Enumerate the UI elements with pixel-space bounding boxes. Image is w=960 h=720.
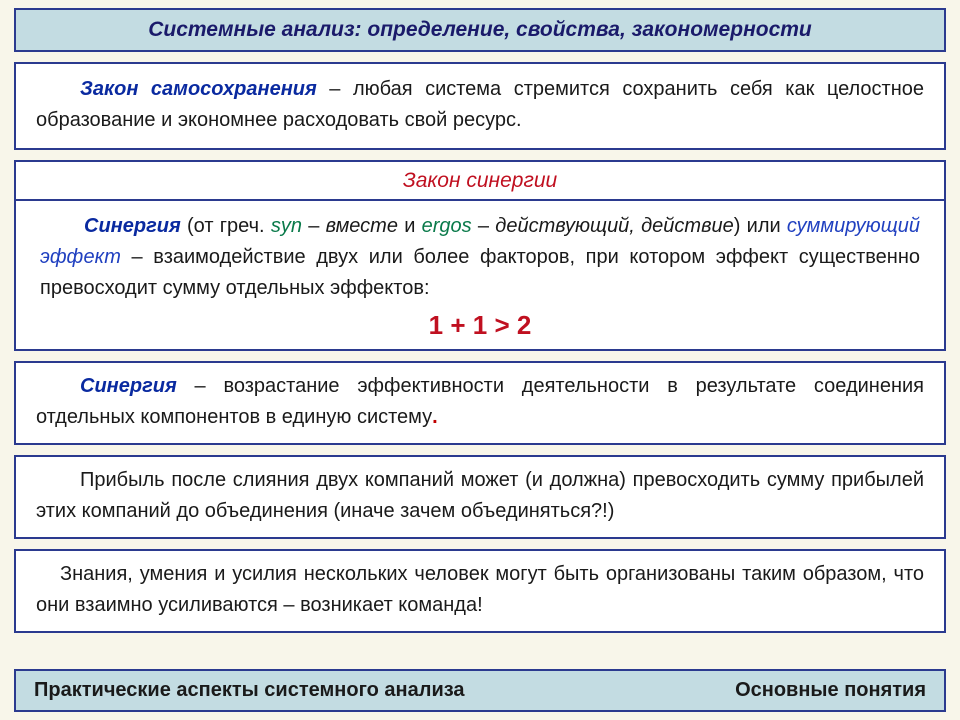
box-self-preservation: Закон самосохранения – любая система стр… bbox=[14, 62, 946, 150]
synergy-formula: 1 + 1 > 2 bbox=[40, 310, 920, 341]
footer-right: Основные понятия bbox=[735, 679, 926, 702]
synergy-effectiveness-text: Синергия – возрастание эффективности дея… bbox=[36, 371, 924, 433]
synergy-law-title: Закон синергии bbox=[403, 169, 557, 192]
box-synergy-effectiveness: Синергия – возрастание эффективности дея… bbox=[14, 361, 946, 445]
slide-footer: Практические аспекты системного анализа … bbox=[14, 669, 946, 712]
synergy-law-header: Закон синергии bbox=[14, 160, 946, 199]
box-team-knowledge: Знания, умения и усилия нескольких челов… bbox=[14, 549, 946, 633]
synergy-definition-text: Синергия (от греч. syn – вместе и ergos … bbox=[40, 211, 920, 304]
greek-syn: syn bbox=[271, 215, 302, 237]
merger-profit-text: Прибыль после слияния двух компаний може… bbox=[36, 465, 924, 527]
greek-ergos: ergos bbox=[422, 215, 472, 237]
synergy-law-section: Закон синергии Синергия (от греч. syn – … bbox=[14, 160, 946, 351]
footer-left: Практические аспекты системного анализа bbox=[34, 679, 465, 702]
self-preservation-text: Закон самосохранения – любая система стр… bbox=[36, 74, 924, 136]
term-synergy-2: Синергия bbox=[80, 375, 177, 397]
slide-title: Системные анализ: определение, свойства,… bbox=[148, 18, 812, 41]
box-merger-profit: Прибыль после слияния двух компаний може… bbox=[14, 455, 946, 539]
synergy-law-body: Синергия (от греч. syn – вместе и ergos … bbox=[14, 199, 946, 351]
term-synergy: Синергия bbox=[84, 215, 181, 237]
term-self-preservation: Закон самосохранения bbox=[80, 78, 317, 100]
slide-header: Системные анализ: определение, свойства,… bbox=[14, 8, 946, 52]
team-knowledge-text: Знания, умения и усилия нескольких челов… bbox=[36, 559, 924, 621]
